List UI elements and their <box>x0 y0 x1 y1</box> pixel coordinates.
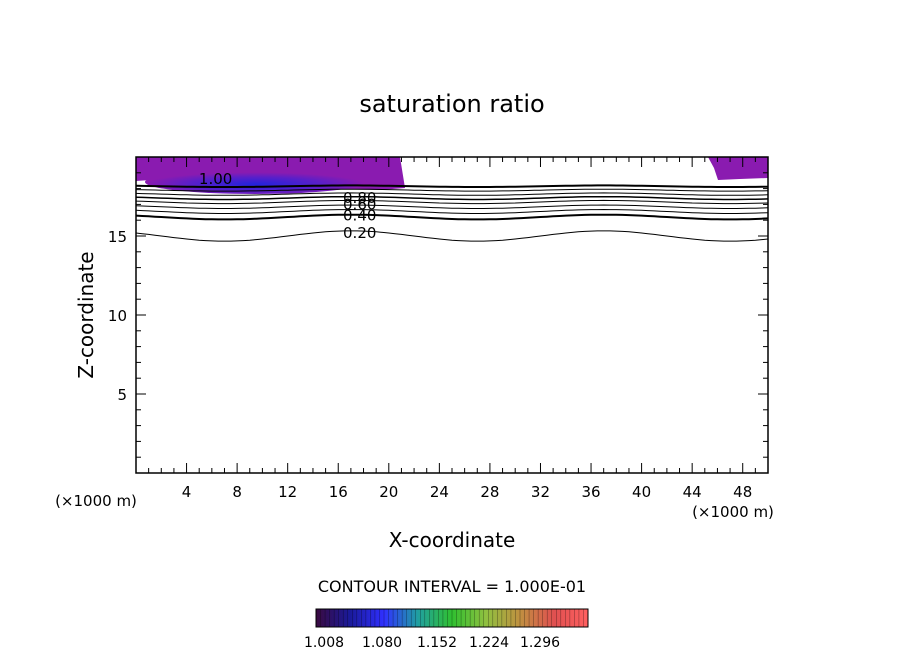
contour-line <box>136 213 768 221</box>
contour-label: 0.60 <box>343 195 376 213</box>
fill-region-right <box>708 157 768 180</box>
fill-core-left <box>145 170 365 194</box>
x-tick-label: 4 <box>182 483 192 501</box>
y-tick-label: 10 <box>108 307 127 325</box>
x-tick-label: 44 <box>683 483 702 501</box>
x-tick-label: 32 <box>531 483 550 501</box>
y-tick-label: 5 <box>117 386 127 404</box>
x-tick-labels: 4 8 12 16 20 24 28 32 36 40 44 48 <box>182 483 752 501</box>
contour-label: 0.80 <box>343 189 376 207</box>
contour-line <box>136 199 768 205</box>
contour-labels: 1.00 0.800.600.400.20 <box>199 170 377 242</box>
x-axis-label: X-coordinate <box>389 528 516 552</box>
chart-title: saturation ratio <box>359 90 544 118</box>
x-unit-right: (×1000 m) <box>692 503 774 521</box>
x-tick-label: 48 <box>733 483 752 501</box>
axis-ticks <box>136 157 768 473</box>
x-tick-label: 16 <box>329 483 348 501</box>
contour-lines <box>136 184 768 242</box>
contour-line <box>136 184 768 188</box>
contour-line <box>136 204 768 209</box>
contour-interval-text: CONTOUR INTERVAL = 1.000E-01 <box>318 577 586 596</box>
colorbar-tick-labels: 1.008 1.080 1.152 1.224 1.296 <box>304 635 560 651</box>
y-tick-labels: 5 10 15 <box>108 228 127 404</box>
colorbar <box>315 608 589 628</box>
contour-line <box>136 195 768 201</box>
y-tick-label: 15 <box>108 228 127 246</box>
x-tick-label: 40 <box>632 483 651 501</box>
contour-line <box>136 192 768 196</box>
contour-label: 0.20 <box>343 224 376 242</box>
x-tick-label: 12 <box>278 483 297 501</box>
y-axis-label: Z-coordinate <box>74 251 98 378</box>
x-tick-label: 36 <box>581 483 600 501</box>
colorbar-tick-label: 1.080 <box>362 635 402 651</box>
contour-label: 1.00 <box>199 170 232 188</box>
colorbar-tick-label: 1.296 <box>520 635 560 651</box>
x-tick-label: 20 <box>379 483 398 501</box>
contour-line <box>136 188 768 192</box>
contour-label: 0.40 <box>343 206 376 224</box>
x-unit-left: (×1000 m) <box>55 492 137 510</box>
x-tick-label: 24 <box>430 483 449 501</box>
x-tick-label: 8 <box>232 483 242 501</box>
contour-line <box>136 230 768 242</box>
x-tick-label: 28 <box>480 483 499 501</box>
plot-frame <box>135 156 769 474</box>
colorbar-tick-label: 1.152 <box>417 635 457 651</box>
colorbar-tick-label: 1.008 <box>304 635 344 651</box>
contour-line <box>136 208 768 214</box>
colorbar-tick-label: 1.224 <box>469 635 509 651</box>
